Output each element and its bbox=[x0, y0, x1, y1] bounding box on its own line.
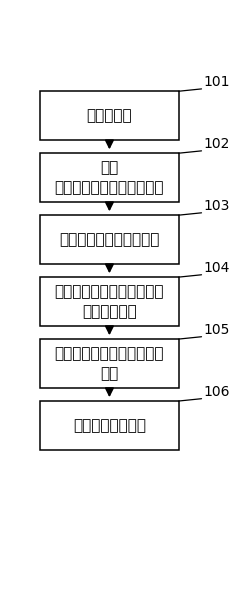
Text: 大地热流值计算及分布规律
确定: 大地热流值计算及分布规律 确定 bbox=[55, 346, 164, 381]
Text: 明确不同岩性地层热导率: 明确不同岩性地层热导率 bbox=[59, 232, 159, 247]
Text: 104: 104 bbox=[203, 261, 230, 275]
Bar bbox=[40, 401, 179, 450]
Bar bbox=[40, 339, 179, 388]
Bar bbox=[40, 277, 179, 326]
Text: 102: 102 bbox=[203, 137, 230, 151]
Text: 划分地热资源类型: 划分地热资源类型 bbox=[73, 418, 146, 433]
Bar bbox=[40, 153, 179, 202]
Text: 103: 103 bbox=[203, 199, 230, 213]
Bar bbox=[40, 215, 179, 264]
Text: 构造带井筒测温数据获取及
地温梯度确定: 构造带井筒测温数据获取及 地温梯度确定 bbox=[55, 284, 164, 319]
Text: 105: 105 bbox=[203, 322, 230, 337]
Bar bbox=[40, 91, 179, 140]
Text: 101: 101 bbox=[203, 75, 230, 89]
Text: 确定
构造带地层岩性组合及厚度: 确定 构造带地层岩性组合及厚度 bbox=[55, 160, 164, 195]
Text: 106: 106 bbox=[203, 385, 230, 399]
Text: 划分构造带: 划分构造带 bbox=[87, 108, 132, 123]
